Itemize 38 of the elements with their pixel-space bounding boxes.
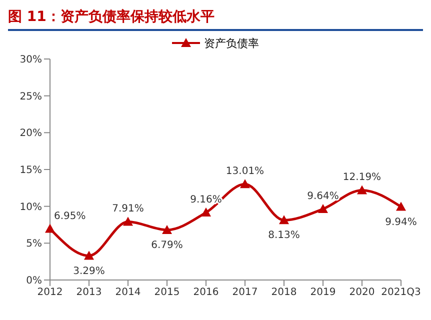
point <box>162 224 172 234</box>
y-tick-label: 20% <box>20 128 42 140</box>
legend-label: 资产负债率 <box>203 36 259 51</box>
data-label: 7.91% <box>112 204 144 215</box>
data-label: 6.79% <box>151 240 183 251</box>
data-label: 3.29% <box>73 266 105 277</box>
y-tick-label: 25% <box>20 91 42 102</box>
x-tick-label: 2013 <box>76 287 102 298</box>
x-tick-label: 2014 <box>115 287 141 298</box>
y-tick-label: 30% <box>20 54 42 66</box>
data-label: 9.94% <box>385 216 417 228</box>
x-tick-label: 2016 <box>193 287 219 298</box>
point <box>201 208 211 217</box>
x-tick-label: 2018 <box>271 287 297 298</box>
x-tick-label: 2012 <box>37 287 63 298</box>
data-label: 6.95% <box>54 210 86 222</box>
x-tick-label: 2019 <box>310 287 336 298</box>
point <box>123 216 133 226</box>
point <box>45 224 55 233</box>
x-tick-label: 2015 <box>154 287 180 298</box>
point <box>357 185 367 194</box>
y-tick-label: 0% <box>26 276 42 287</box>
data-label: 13.01% <box>226 166 264 178</box>
y-tick-label: 15% <box>20 165 42 176</box>
x-tick-label: 2017 <box>232 287 258 298</box>
data-label: 8.13% <box>268 230 300 242</box>
data-label: 9.64% <box>307 190 339 202</box>
x-tick-label: 2021Q3 <box>381 287 421 298</box>
point <box>318 204 328 213</box>
data-label: 12.19% <box>342 172 382 184</box>
point <box>84 250 94 260</box>
point <box>240 179 250 188</box>
point <box>279 215 289 224</box>
y-tick-label: 5% <box>26 238 42 250</box>
chart-title: 图 11：资产负债率保持较低水平 <box>8 8 423 31</box>
point <box>396 202 406 211</box>
x-tick-label: 2020 <box>349 287 375 298</box>
y-tick-label: 10% <box>20 202 42 213</box>
